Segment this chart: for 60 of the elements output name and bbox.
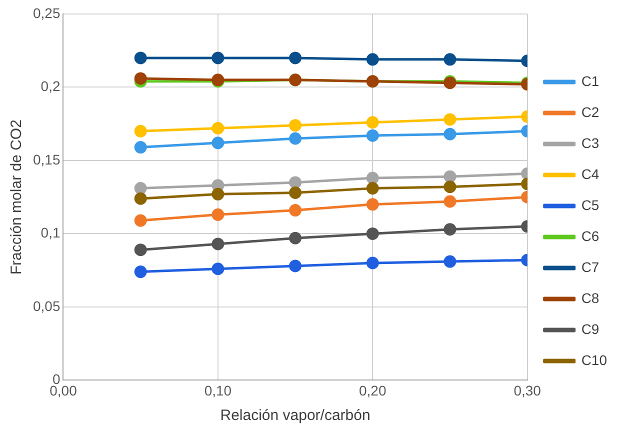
legend-label: C1 <box>581 72 600 89</box>
y-tick-label: 0,25 <box>33 4 60 21</box>
point <box>212 238 224 250</box>
point <box>366 227 379 240</box>
y-tick-label: 0,1 <box>40 224 60 241</box>
point <box>366 129 379 142</box>
point <box>212 122 224 135</box>
point <box>134 124 147 138</box>
point <box>134 244 147 256</box>
point <box>212 262 224 276</box>
legend-label: C2 <box>581 104 600 120</box>
point <box>289 232 302 244</box>
legend-label: C9 <box>581 320 600 337</box>
point <box>134 141 147 154</box>
y-tick-label: 0,15 <box>33 151 60 168</box>
point <box>289 119 302 132</box>
point <box>212 52 224 64</box>
point <box>366 256 379 270</box>
legend-label: C10 <box>581 352 608 368</box>
point <box>366 53 379 66</box>
point <box>444 223 456 236</box>
point <box>289 186 302 199</box>
point <box>444 113 456 126</box>
x-tick-label: 0,30 <box>514 382 542 398</box>
point <box>134 72 147 85</box>
y-tick-label: 0,2 <box>40 78 60 94</box>
point <box>444 128 456 140</box>
point <box>289 132 302 145</box>
point <box>134 182 147 195</box>
point <box>289 52 302 64</box>
y-tick-label: 0,05 <box>33 298 60 314</box>
point <box>444 170 456 183</box>
x-tick-label: 0,20 <box>359 382 386 398</box>
point <box>212 208 224 221</box>
point <box>134 214 147 227</box>
point <box>289 260 302 272</box>
point <box>366 116 379 129</box>
point <box>289 176 302 189</box>
point <box>212 188 224 200</box>
point <box>134 52 147 64</box>
legend-label: C4 <box>581 166 600 182</box>
point <box>366 182 379 195</box>
point <box>444 180 456 194</box>
legend-label: C3 <box>581 134 600 151</box>
legend-label: C8 <box>581 290 600 306</box>
point <box>212 136 224 150</box>
y-axis-title: Fracción molar de CO2 <box>8 120 26 275</box>
legend-label: C6 <box>581 228 600 244</box>
point <box>289 204 302 217</box>
point <box>134 192 147 205</box>
point <box>444 255 456 268</box>
point <box>444 53 456 66</box>
point <box>134 266 147 278</box>
point <box>366 172 379 184</box>
point <box>366 198 379 211</box>
x-axis-title: Relación vapor/carbón <box>220 407 370 424</box>
point <box>444 195 456 208</box>
x-tick-label: 0,10 <box>204 382 232 398</box>
legend-label: C5 <box>581 196 600 213</box>
legend-label: C7 <box>581 258 600 275</box>
